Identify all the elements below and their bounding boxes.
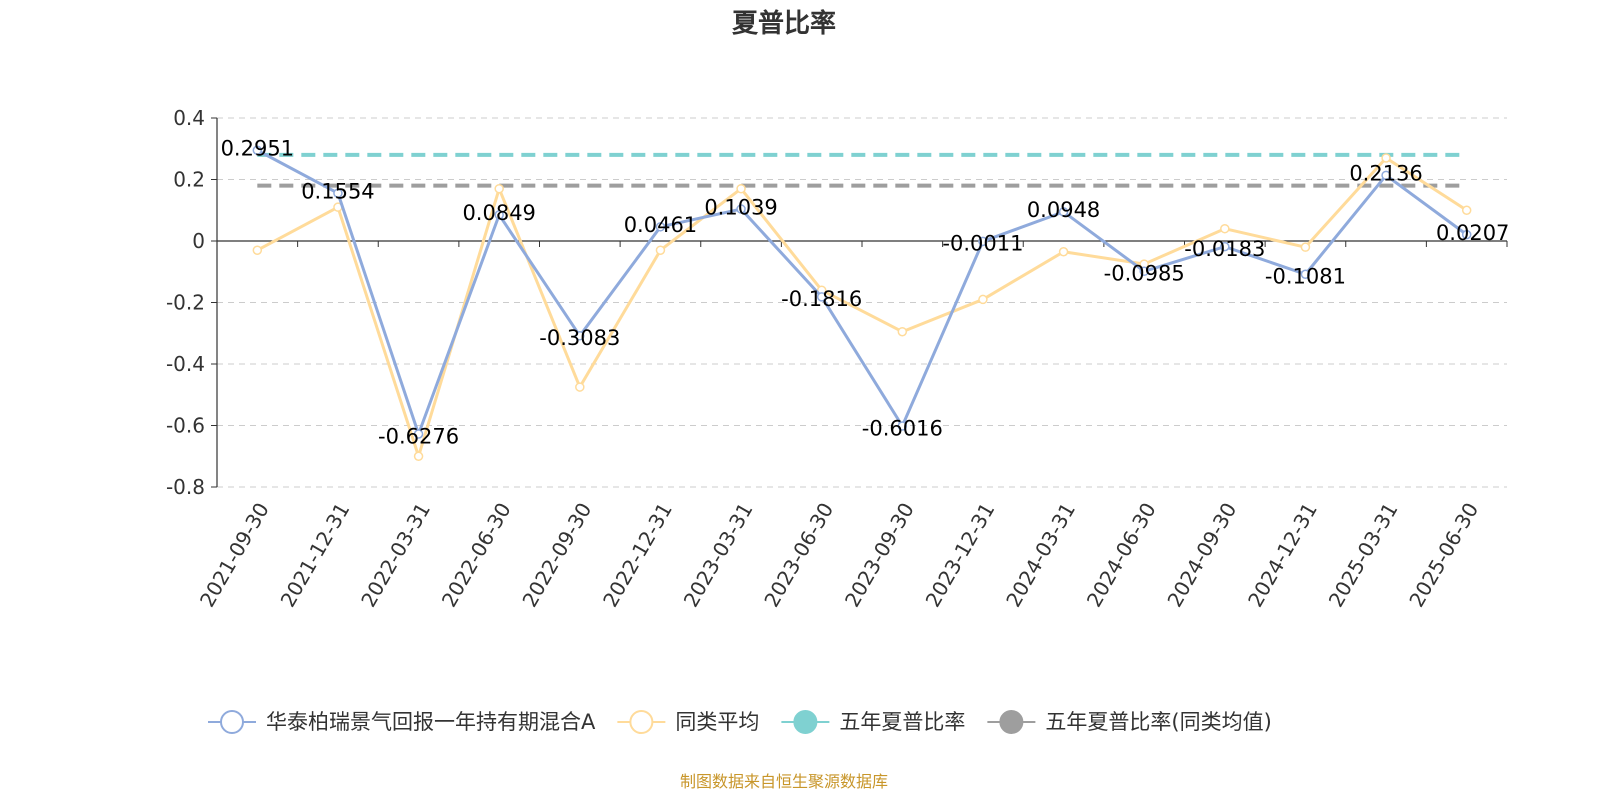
data-label: 0.2136 <box>1349 162 1422 186</box>
y-tick-label: 0.4 <box>173 106 205 130</box>
y-tick-label: -0.8 <box>166 475 205 499</box>
data-point <box>252 245 263 255</box>
data-point <box>655 222 666 232</box>
x-tick-label: 2022-03-31 <box>356 499 435 612</box>
data-point <box>816 292 827 302</box>
data-point <box>897 421 908 431</box>
data-point <box>978 236 988 247</box>
data-point <box>1058 247 1069 257</box>
data-point <box>736 183 746 194</box>
x-tick-label: 2023-12-31 <box>920 499 999 612</box>
data-point <box>1300 269 1311 279</box>
legend-filled-circle-icon <box>793 710 818 734</box>
x-tick-label: 2021-12-31 <box>275 499 354 612</box>
legend-filled-circle-icon <box>999 710 1024 734</box>
data-point <box>333 188 343 198</box>
data-label: -0.1081 <box>1265 265 1346 289</box>
data-point <box>1461 229 1472 240</box>
x-tick-label: 2022-09-30 <box>517 499 596 612</box>
y-tick-label: 0.2 <box>173 168 205 192</box>
legend-item: 华泰柏瑞景气回报一年持有期混合A <box>208 710 596 734</box>
data-label: 0.1039 <box>704 195 777 219</box>
data-label: -0.6276 <box>378 424 459 448</box>
data-point <box>1300 242 1311 252</box>
data-label: 0.0207 <box>1436 221 1509 245</box>
data-point <box>736 204 746 214</box>
y-tick-label: 0 <box>192 229 205 253</box>
data-point <box>413 451 424 461</box>
legend-label: 五年夏普比率 <box>839 710 965 734</box>
y-tick-label: -0.4 <box>166 352 205 376</box>
data-point <box>1058 207 1069 217</box>
data-label: -0.1816 <box>781 287 862 311</box>
legend-hollow-circle-icon <box>629 710 654 734</box>
data-point <box>1381 153 1391 163</box>
data-point <box>978 294 988 305</box>
x-tick-label: 2022-06-30 <box>437 499 516 612</box>
grid-lines <box>217 117 1507 488</box>
y-tick-label: -0.6 <box>166 414 205 438</box>
legend-item: 同类平均 <box>617 710 759 734</box>
data-point <box>252 145 263 156</box>
x-tick-label: 2022-12-31 <box>598 499 677 612</box>
data-label: 0.2951 <box>221 137 294 161</box>
data-point <box>1381 170 1391 181</box>
x-tick-label: 2023-06-30 <box>759 499 838 612</box>
source-note: 制图数据来自恒生聚源数据库 <box>680 772 888 791</box>
legend-item: 五年夏普比率 <box>781 710 965 734</box>
data-label: -0.0985 <box>1104 262 1185 286</box>
data-point <box>575 331 585 341</box>
data-label: 0.0461 <box>624 213 697 237</box>
legend-hollow-circle-icon <box>220 710 244 734</box>
data-point <box>1220 223 1230 234</box>
x-tick-label: 2024-09-30 <box>1162 499 1241 612</box>
x-tick-label: 2021-09-30 <box>195 499 274 612</box>
data-label: 0.0948 <box>1027 198 1100 222</box>
x-tick-label: 2025-06-30 <box>1404 499 1483 612</box>
x-tick-label: 2024-03-31 <box>1001 499 1080 612</box>
data-label: -0.0183 <box>1184 237 1265 261</box>
data-point <box>897 326 908 337</box>
data-label: -0.3083 <box>539 326 620 350</box>
legend-label: 五年夏普比率(同类均值) <box>1045 710 1271 734</box>
data-label: 0.0849 <box>462 201 535 225</box>
legend-label: 华泰柏瑞景气回报一年持有期混合A <box>266 710 596 734</box>
data-point <box>655 245 666 255</box>
data-point <box>494 210 504 220</box>
x-tick-label: 2024-06-30 <box>1082 499 1161 612</box>
reference-lines <box>257 152 1467 188</box>
series-line <box>256 148 1468 436</box>
data-point <box>413 429 424 439</box>
legend-label: 同类平均 <box>675 710 759 734</box>
legend: 华泰柏瑞景气回报一年持有期混合A 同类平均 五年夏普比率 五年夏普比率(同类均值) <box>208 710 1272 734</box>
chart-title: 夏普比率 <box>732 8 836 39</box>
series-lines <box>252 145 1472 461</box>
data-label: -0.0011 <box>942 232 1023 256</box>
data-label: -0.6016 <box>862 416 943 440</box>
x-tick-label: 2025-03-31 <box>1324 499 1403 612</box>
x-tick-label: 2024-12-31 <box>1243 499 1322 612</box>
data-point <box>1461 205 1472 215</box>
x-tick-label: 2023-09-30 <box>840 499 919 612</box>
data-point <box>575 382 585 392</box>
x-tick-label: 2023-03-31 <box>679 499 758 612</box>
data-point <box>1139 266 1149 277</box>
data-labels: 0.2951 0.1554 -0.6276 0.0849 -0.3083 0.0461 0.… <box>221 137 1510 449</box>
data-point <box>1220 241 1230 252</box>
data-point <box>494 183 504 194</box>
data-label: 0.1554 <box>301 180 374 204</box>
y-tick-label: -0.2 <box>166 291 205 315</box>
legend-item: 五年夏普比率(同类均值) <box>987 710 1272 734</box>
